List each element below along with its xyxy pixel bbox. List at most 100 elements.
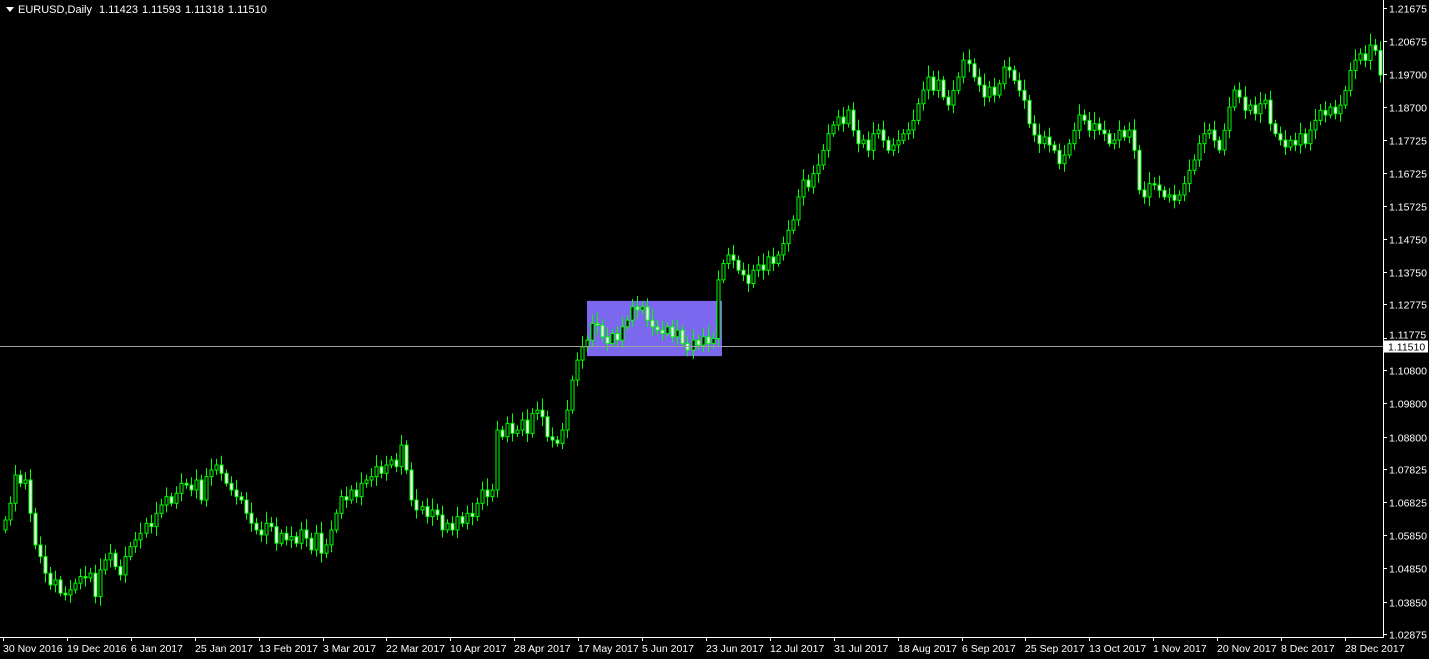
x-tick-label: 20 Nov 2017 — [1217, 643, 1277, 655]
candle — [1202, 122, 1207, 153]
candle — [1132, 119, 1137, 159]
candle — [314, 524, 319, 557]
bear-candle-body — [440, 514, 445, 531]
candle — [1007, 57, 1012, 79]
candle — [711, 332, 716, 349]
bear-candle-body — [1022, 89, 1027, 101]
candle — [1067, 138, 1072, 159]
bull-candle-body — [791, 219, 796, 231]
candle — [259, 521, 264, 542]
candle — [1338, 95, 1343, 122]
bull-candle-body — [1368, 44, 1373, 61]
candle — [1137, 144, 1142, 195]
candle — [856, 119, 861, 153]
x-axis: 30 Nov 2016 19 Dec 2016 6 Jan 2017 25 Jan 2… — [3, 637, 1405, 655]
bear-candle-body — [851, 109, 856, 131]
bear-candle-body — [655, 326, 660, 331]
candle — [1313, 108, 1318, 140]
bull-candle-body — [1343, 89, 1348, 106]
bull-candle-body — [515, 429, 520, 434]
open-value: 1.11423 — [99, 4, 138, 16]
candle — [665, 322, 670, 337]
bull-candle-body — [389, 459, 394, 466]
bull-candle-body — [906, 129, 911, 135]
candle — [184, 478, 189, 489]
candle — [987, 80, 992, 103]
candle — [997, 79, 1002, 99]
y-tick-label: 1.08800 — [1389, 433, 1427, 445]
bear-candle-body — [460, 516, 465, 524]
dropdown-triangle-icon[interactable] — [6, 7, 14, 12]
bull-candle-body — [831, 124, 836, 135]
candle — [906, 122, 911, 140]
candle — [886, 136, 891, 154]
candle — [1047, 127, 1052, 153]
candle — [229, 476, 234, 496]
candle — [595, 311, 600, 335]
candle — [138, 522, 143, 549]
bull-candle-body — [349, 489, 354, 501]
bear-candle-body — [972, 63, 977, 78]
candle — [1268, 90, 1273, 132]
candle — [389, 456, 394, 469]
candle — [324, 538, 329, 559]
candle — [73, 578, 78, 594]
candle — [430, 498, 435, 526]
x-tick-label: 6 Jan 2017 — [131, 643, 183, 655]
candle — [13, 464, 18, 512]
x-tick-label: 30 Nov 2016 — [3, 643, 63, 655]
candle — [28, 469, 33, 522]
bear-candle-body — [600, 324, 605, 338]
y-tick-label: 1.03850 — [1389, 598, 1427, 610]
candle — [68, 579, 73, 603]
bear-candle-body — [1012, 69, 1017, 81]
candle — [1373, 38, 1378, 56]
price-label-box — [1384, 340, 1428, 353]
candle — [490, 483, 495, 502]
candle — [1263, 93, 1268, 109]
bear-candle-body — [450, 522, 455, 531]
bull-candle-body — [1167, 194, 1172, 198]
bear-candle-body — [1007, 66, 1012, 71]
candle — [826, 124, 831, 158]
x-tick-label: 25 Sep 2017 — [1025, 643, 1085, 655]
candle — [1147, 172, 1152, 207]
candle — [354, 482, 359, 503]
candle — [1162, 186, 1167, 201]
bull-candle-body — [1288, 139, 1293, 148]
bull-candle-body — [329, 529, 334, 546]
candle — [404, 440, 409, 474]
bear-candle-body — [540, 409, 545, 418]
candle — [440, 505, 445, 538]
bull-candle-body — [1313, 119, 1318, 131]
bull-candle-body — [1353, 59, 1358, 71]
candle — [891, 137, 896, 156]
bear-candle-body — [234, 489, 239, 498]
bull-candle-body — [911, 119, 916, 131]
candle — [209, 458, 214, 486]
bull-candle-body — [796, 196, 801, 221]
candle — [108, 543, 113, 568]
bear-candle-body — [58, 579, 63, 594]
bull-candle-body — [1318, 109, 1323, 121]
bull-candle-body — [1067, 143, 1072, 156]
bear-candle-body — [886, 139, 891, 151]
bull-candle-body — [766, 256, 771, 271]
candle — [1102, 120, 1107, 142]
bull-candle-body — [1232, 89, 1237, 108]
candle — [911, 109, 916, 139]
y-tick-label: 1.19700 — [1389, 70, 1427, 82]
candle — [500, 426, 505, 440]
candle — [706, 325, 711, 353]
candle — [485, 478, 490, 506]
candle — [570, 375, 575, 414]
bear-candle-body — [485, 489, 490, 498]
candle — [961, 52, 966, 84]
bear-candle-body — [48, 572, 53, 586]
bear-candle-body — [113, 552, 118, 568]
bear-candle-body — [319, 532, 324, 554]
candle — [1157, 175, 1162, 198]
candle — [741, 262, 746, 282]
candle — [977, 68, 982, 92]
